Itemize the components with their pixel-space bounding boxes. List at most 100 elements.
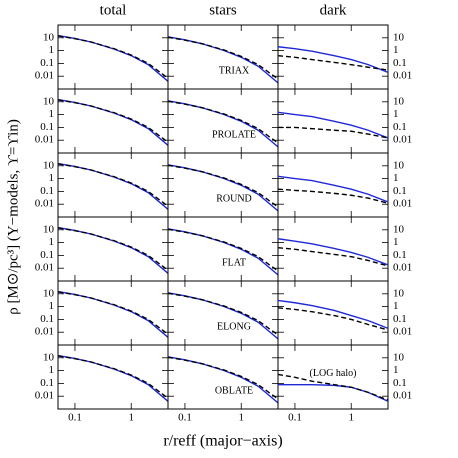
y-tick-label: 0.1 (40, 121, 54, 133)
panel-frame (57, 88, 169, 154)
y-tick-label: 1 (49, 236, 55, 248)
panel-frame (277, 344, 389, 410)
panel-frame (167, 152, 279, 218)
panel-frame (167, 24, 279, 90)
y-tick-label: 1 (49, 364, 55, 376)
x-tick-label: 0.1 (288, 412, 302, 424)
profile-line (278, 383, 389, 402)
profile-line (277, 246, 389, 267)
y-tick-label: 10 (43, 223, 55, 235)
y-tick-label: 0.1 (393, 249, 407, 261)
y-tick-label: 0.01 (393, 262, 412, 274)
y-tick-label: 1 (393, 108, 399, 120)
y-tick-label: 10 (43, 95, 55, 107)
y-tick-label: 10 (393, 31, 405, 43)
y-tick-label: 1 (49, 172, 55, 184)
y-tick-label: 0.1 (40, 377, 54, 389)
profile-line (167, 36, 279, 80)
profile-line (57, 227, 169, 271)
y-tick-label: 10 (393, 159, 405, 171)
panel-frame (57, 24, 169, 90)
panel-annotation: TRIAX (219, 65, 250, 76)
y-tick-label: 0.01 (393, 326, 412, 338)
panel-annotation: (LOG halo) (310, 368, 357, 379)
profile-line (167, 356, 279, 400)
y-tick-label: 0.01 (35, 262, 54, 274)
panel-frame (57, 344, 169, 410)
y-tick-label: 0.1 (393, 313, 407, 325)
y-tick-label: 10 (43, 351, 55, 363)
panel-frame (57, 280, 169, 346)
profile-line (277, 188, 389, 204)
y-tick-label: 1 (393, 236, 399, 248)
profile-line (57, 162, 169, 210)
panel-frame (57, 216, 169, 282)
y-tick-label: 0.1 (40, 313, 54, 325)
profile-line (277, 175, 389, 203)
x-tick-label: 0.1 (178, 412, 192, 424)
profile-line (167, 164, 279, 208)
y-tick-label: 0.01 (35, 198, 54, 210)
panel-frame (57, 152, 169, 218)
profile-line (57, 355, 169, 399)
panel-frame (167, 216, 279, 282)
panel-frame (277, 280, 389, 346)
panel-annotation: PROLATE (212, 129, 256, 140)
x-tick-label: 1 (128, 412, 134, 424)
y-tick-label: 0.1 (393, 57, 407, 69)
y-tick-label: 1 (49, 300, 55, 312)
y-tick-label: 10 (393, 95, 405, 107)
y-tick-label: 0.01 (393, 390, 412, 402)
profile-line (57, 226, 169, 274)
profile-line (278, 126, 389, 139)
panel-annotation: OBLATE (215, 385, 253, 396)
y-tick-label: 0.1 (40, 57, 54, 69)
column-title: dark (320, 2, 347, 18)
y-tick-label: 0.1 (393, 121, 407, 133)
panel-annotation: FLAT (222, 257, 246, 268)
y-tick-label: 10 (43, 159, 55, 171)
profile-line (57, 35, 169, 79)
y-tick-label: 10 (393, 351, 405, 363)
x-tick-label: 1 (348, 412, 354, 424)
y-tick-label: 1 (49, 44, 55, 56)
profile-line (167, 100, 279, 144)
y-tick-label: 0.01 (393, 70, 412, 82)
y-tick-label: 0.01 (35, 70, 54, 82)
profile-line (57, 99, 169, 143)
profile-line (277, 111, 389, 139)
panel-frame (167, 88, 279, 154)
y-tick-label: 1 (393, 44, 399, 56)
y-tick-label: 1 (393, 172, 399, 184)
y-tick-label: 10 (393, 223, 405, 235)
profile-line (57, 98, 169, 146)
y-tick-label: 0.01 (35, 326, 54, 338)
y-tick-label: 0.01 (393, 198, 412, 210)
y-tick-label: 10 (393, 287, 405, 299)
y-tick-label: 1 (49, 108, 55, 120)
y-tick-label: 0.1 (40, 185, 54, 197)
y-tick-label: 0.1 (393, 377, 407, 389)
profile-line (277, 238, 389, 266)
profile-line (57, 163, 169, 207)
y-tick-label: 0.01 (35, 390, 54, 402)
y-tick-label: 0.01 (35, 134, 54, 146)
y-tick-label: 0.1 (40, 249, 54, 261)
profile-line (277, 307, 389, 331)
profile-line (57, 354, 169, 402)
profile-line (277, 46, 389, 74)
profile-line (277, 54, 389, 71)
profile-line (57, 34, 169, 82)
profile-line (277, 299, 389, 330)
x-tick-label: 1 (238, 412, 244, 424)
column-title: stars (209, 2, 237, 18)
y-tick-label: 10 (43, 31, 55, 43)
panel-frame (167, 280, 279, 346)
profile-line (277, 373, 389, 401)
profile-line (57, 291, 169, 335)
x-tick-label: 0.1 (68, 412, 82, 424)
panel-annotation: ELONG (217, 321, 251, 332)
y-tick-label: 10 (43, 287, 55, 299)
profile-line (167, 228, 279, 272)
y-tick-label: 1 (393, 300, 399, 312)
